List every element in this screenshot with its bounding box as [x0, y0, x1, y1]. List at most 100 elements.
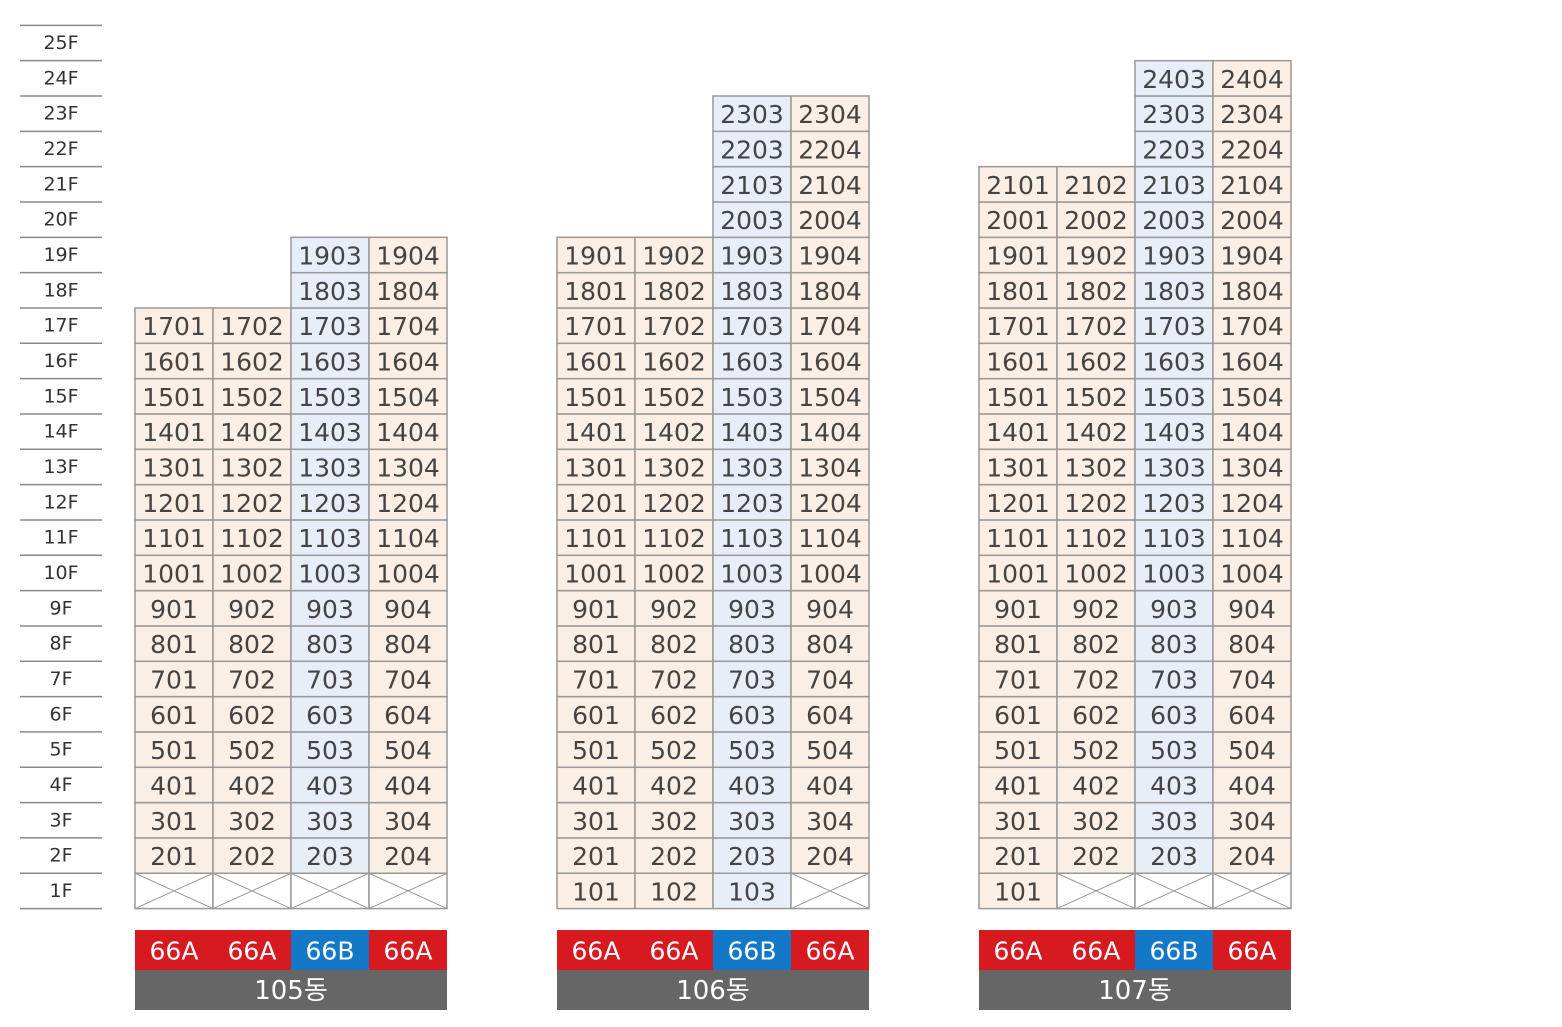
- unit-cell: [1134, 201, 1214, 239]
- unit-number: 203: [1150, 842, 1198, 871]
- unit-cell: [1056, 342, 1136, 380]
- unit-cell: [790, 625, 870, 663]
- unit-number: 1904: [1220, 241, 1284, 270]
- unit-cell: [556, 413, 636, 451]
- unit-number: 1204: [1220, 489, 1284, 518]
- unit-number: 301: [572, 807, 620, 836]
- unit-number: 1503: [298, 383, 362, 412]
- unit-number: 1401: [564, 418, 628, 447]
- type-label: 66A: [650, 937, 699, 966]
- unit-number: 1202: [220, 489, 284, 518]
- unit-number: 803: [728, 630, 776, 659]
- unit-number: 801: [150, 630, 198, 659]
- unit-number: 1901: [986, 241, 1050, 270]
- unit-cell: [1134, 625, 1214, 663]
- unit-number: 2104: [798, 171, 862, 200]
- unit-cell: [368, 731, 448, 769]
- cross: [368, 872, 448, 910]
- unit-cell: [1212, 165, 1292, 203]
- unit-cell: [634, 483, 714, 521]
- unit-cell: [556, 307, 636, 345]
- unit-cell: [368, 801, 448, 839]
- unit-cell: [1212, 307, 1292, 345]
- unit-number: 904: [384, 595, 432, 624]
- unit-cell: [1134, 731, 1214, 769]
- unit-number: 502: [650, 736, 698, 765]
- unit-cell: [1212, 59, 1292, 97]
- unit-number: 604: [806, 701, 854, 730]
- unit-number: 101: [994, 877, 1042, 906]
- unit-cell: [556, 271, 636, 309]
- unit-number: 502: [228, 736, 276, 765]
- unit-number: 301: [994, 807, 1042, 836]
- unit-number: 1402: [642, 418, 706, 447]
- unit-number: 302: [228, 807, 276, 836]
- building-name: 105동: [254, 976, 328, 1006]
- unit-cell: [634, 872, 714, 910]
- type-label: 66A: [384, 937, 433, 966]
- unit-cell: [790, 731, 870, 769]
- unit-cell: [634, 625, 714, 663]
- unit-cell: [134, 307, 214, 345]
- unit-cell: [1134, 59, 1214, 97]
- unit-number: 904: [1228, 595, 1276, 624]
- unit-cell: [368, 271, 448, 309]
- unit-number: 1802: [1064, 277, 1128, 306]
- unit-number: 1303: [1142, 453, 1206, 482]
- unit-number: 1302: [642, 453, 706, 482]
- unit-number: 201: [150, 842, 198, 871]
- unit-number: 1002: [1064, 559, 1128, 588]
- unit-cell: [212, 660, 292, 698]
- unit-cell: [1134, 377, 1214, 415]
- unit-number: 303: [306, 807, 354, 836]
- unit-cell: [290, 554, 370, 592]
- unit-cell: [1212, 801, 1292, 839]
- unit-number: 1302: [1064, 453, 1128, 482]
- unit-cell: [978, 554, 1058, 592]
- unit-number: 1204: [798, 489, 862, 518]
- unit-number: 1502: [1064, 383, 1128, 412]
- type-box: [557, 930, 635, 970]
- unit-number: 403: [306, 771, 354, 800]
- unit-number: 704: [1228, 665, 1276, 694]
- floor-label: 7F: [49, 668, 72, 690]
- unit-cell: [290, 413, 370, 451]
- floor-label: 3F: [49, 809, 72, 831]
- unit-cell: [1212, 448, 1292, 486]
- unit-cell: [556, 519, 636, 557]
- unit-cell: [556, 872, 636, 910]
- building-name: 106동: [676, 976, 750, 1006]
- floor-label: 12F: [43, 491, 78, 513]
- unit-cell: [790, 766, 870, 804]
- unit-cell: [368, 448, 448, 486]
- cross: [790, 872, 870, 910]
- unit-number: 1601: [564, 347, 628, 376]
- unit-number: 301: [150, 807, 198, 836]
- unit-number: 1404: [798, 418, 862, 447]
- unit-number: 1201: [142, 489, 206, 518]
- type-box: [291, 930, 369, 970]
- building-bar: [979, 970, 1291, 1010]
- unit-number: 903: [306, 595, 354, 624]
- unit-number: 2003: [720, 206, 784, 235]
- unit-number: 1703: [1142, 312, 1206, 341]
- unit-number: 802: [1072, 630, 1120, 659]
- unit-number: 803: [306, 630, 354, 659]
- unit-cell: [1056, 625, 1136, 663]
- unit-number: 501: [150, 736, 198, 765]
- unit-number: 1101: [564, 524, 628, 553]
- unit-number: 804: [1228, 630, 1276, 659]
- unit-cell: [790, 236, 870, 274]
- unit-cell: [712, 271, 792, 309]
- unit-number: 1104: [1220, 524, 1284, 553]
- unit-cell: [290, 271, 370, 309]
- cross: [1056, 872, 1136, 910]
- unit-number: 2203: [720, 135, 784, 164]
- unit-number: 2001: [986, 206, 1050, 235]
- unit-cell: [634, 307, 714, 345]
- unit-number: 1704: [798, 312, 862, 341]
- unit-cell: [212, 731, 292, 769]
- unit-number: 202: [1072, 842, 1120, 871]
- unit-number: 1304: [1220, 453, 1284, 482]
- type-box: [791, 930, 869, 970]
